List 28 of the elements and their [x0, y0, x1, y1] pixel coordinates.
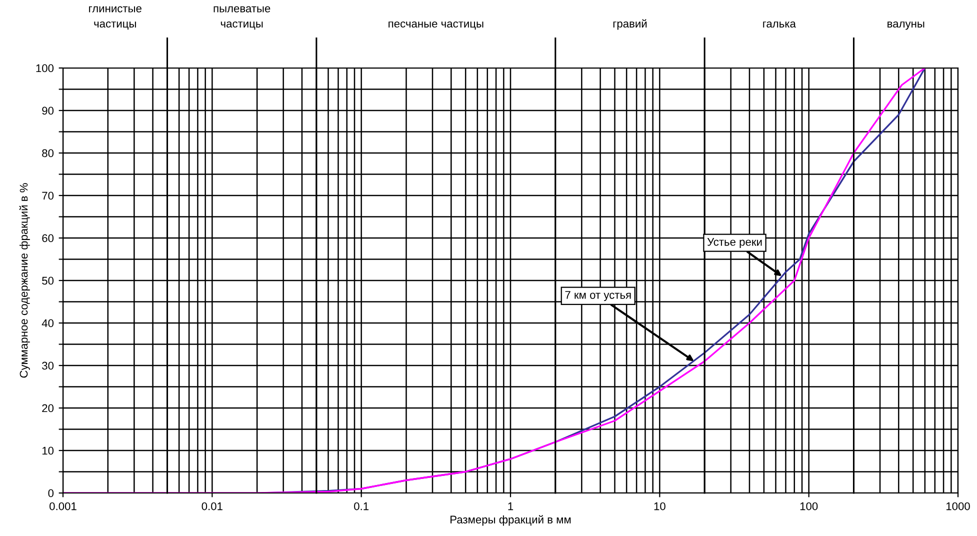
- x-axis-title: Размеры фракций в мм: [450, 515, 571, 526]
- x-tick-label: 1000: [946, 502, 970, 510]
- text: песчаные частицы: [388, 21, 484, 30]
- annotation: 7 км от устья: [565, 291, 631, 302]
- x-tick-label: 0.001: [50, 502, 76, 510]
- y-tick-label: 90: [42, 106, 54, 115]
- y-tick-label: 40: [42, 319, 54, 328]
- x-tick-label: 10: [654, 502, 666, 510]
- text: глинистые частицы: [89, 6, 142, 30]
- text: гравий: [613, 19, 647, 30]
- annotation: Устье реки: [707, 238, 762, 248]
- y-tick-label: 0: [48, 489, 54, 498]
- x-tick-label: 0.1: [354, 502, 369, 510]
- text: галька: [763, 21, 796, 28]
- y-axis-title: Суммарное содержание фракций в %: [19, 183, 30, 378]
- text: пылеватые частицы: [214, 6, 270, 30]
- y-tick-label: 10: [42, 446, 54, 455]
- y-tick-label: 80: [42, 149, 54, 158]
- y-tick-label: 30: [42, 362, 54, 370]
- x-tick-label: 100: [800, 502, 818, 510]
- x-tick-label: 0.01: [202, 502, 222, 510]
- x-tick-label: 1: [508, 502, 514, 510]
- y-tick-label: 50: [42, 276, 54, 285]
- y-tick-label: 100: [36, 64, 54, 72]
- y-tick-label: 60: [42, 234, 54, 242]
- text: валуны: [888, 21, 924, 30]
- y-tick-label: 20: [42, 404, 54, 412]
- y-tick-label: 70: [42, 192, 54, 200]
